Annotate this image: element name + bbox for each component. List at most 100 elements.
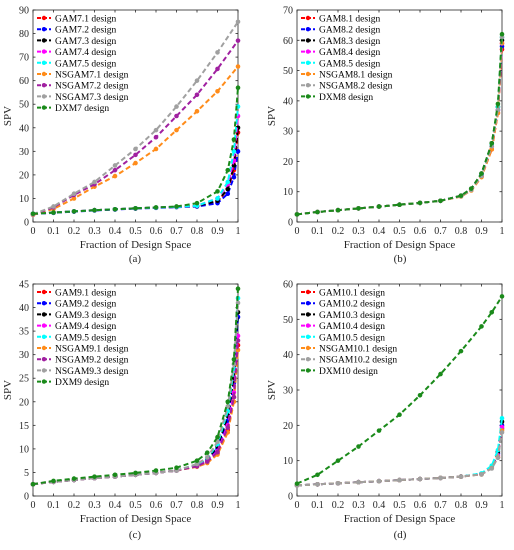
data-point bbox=[397, 202, 402, 208]
data-point bbox=[225, 399, 231, 405]
y-tick-label: 20 bbox=[283, 421, 293, 432]
legend-label: GAM9.2 design bbox=[55, 300, 116, 310]
legend-label: GAM10.1 design bbox=[319, 289, 385, 299]
series-line bbox=[296, 34, 503, 216]
data-point bbox=[489, 309, 495, 315]
legend-label: GAM8.2 design bbox=[319, 26, 380, 36]
legend-label: NSGAM8.1 design bbox=[319, 71, 393, 81]
legend-label: GAM9.3 design bbox=[55, 311, 116, 321]
legend-marker bbox=[305, 289, 311, 295]
data-point bbox=[133, 160, 138, 166]
data-point bbox=[194, 458, 200, 463]
y-tick-label: 30 bbox=[283, 127, 293, 138]
y-tick-label: 30 bbox=[19, 350, 29, 361]
data-point bbox=[153, 205, 159, 210]
data-point bbox=[231, 394, 237, 400]
data-point bbox=[438, 371, 443, 377]
y-tick-label: 60 bbox=[283, 36, 293, 47]
x-tick-label: 0.2 bbox=[332, 226, 345, 237]
x-tick-label: 0.9 bbox=[475, 226, 488, 237]
legend-label: GAM10.4 design bbox=[319, 322, 385, 332]
data-point bbox=[204, 459, 210, 464]
legend-label: NSGAM9.2 design bbox=[55, 356, 129, 366]
legend-marker bbox=[41, 289, 47, 295]
data-point bbox=[215, 189, 220, 194]
y-tick-label: 0 bbox=[24, 218, 29, 229]
x-tick-label: 1 bbox=[236, 226, 241, 237]
legend-marker bbox=[305, 83, 311, 88]
legend-marker bbox=[41, 38, 47, 43]
panel-3: 0 0.1 0.2 0.3 0.4 0.5 0.6 0.7 0.8 0.9 105101520253… bbox=[2, 280, 241, 542]
series-line bbox=[296, 421, 503, 487]
data-point bbox=[499, 430, 505, 435]
data-point bbox=[499, 294, 505, 299]
data-point bbox=[458, 474, 464, 479]
y-tick-label: 0 bbox=[288, 218, 293, 229]
x-tick-label: 0.5 bbox=[129, 500, 142, 511]
y-tick-label: 15 bbox=[19, 421, 29, 432]
data-point bbox=[356, 206, 361, 211]
data-point bbox=[438, 198, 443, 204]
legend-marker bbox=[305, 94, 311, 99]
x-axis-label: Fraction of Design Space bbox=[80, 239, 192, 251]
data-point bbox=[489, 140, 495, 146]
legend-marker bbox=[41, 379, 47, 384]
series-line bbox=[296, 430, 503, 487]
legend-label: GAM9.1 design bbox=[55, 289, 116, 299]
legend-label: DXM7 design bbox=[55, 104, 109, 114]
data-point bbox=[153, 134, 159, 140]
x-tick-label: 0.9 bbox=[475, 500, 488, 511]
y-tick-label: 40 bbox=[283, 96, 293, 107]
data-point bbox=[356, 479, 361, 485]
y-axis-label: SPV bbox=[2, 106, 14, 126]
x-tick-label: 0.2 bbox=[68, 500, 81, 511]
y-tick-label: 10 bbox=[19, 194, 29, 205]
data-point bbox=[194, 108, 200, 114]
data-point bbox=[315, 209, 320, 215]
x-tick-label: 0.8 bbox=[191, 500, 204, 511]
legend-marker bbox=[305, 301, 311, 306]
x-tick-label: 0.9 bbox=[211, 226, 224, 237]
data-point bbox=[215, 449, 220, 455]
x-tick-label: 0.7 bbox=[434, 500, 447, 511]
data-point bbox=[225, 425, 231, 430]
legend-marker bbox=[305, 71, 311, 77]
y-axis-label: SPV bbox=[266, 106, 278, 126]
y-tick-label: 60 bbox=[19, 76, 29, 87]
x-tick-label: 0.6 bbox=[150, 226, 163, 237]
legend-marker bbox=[41, 15, 47, 21]
data-point bbox=[194, 78, 200, 83]
data-point bbox=[235, 85, 241, 91]
data-point bbox=[174, 204, 179, 209]
data-point bbox=[235, 19, 241, 25]
data-point bbox=[376, 204, 382, 209]
legend-marker bbox=[305, 323, 311, 328]
y-tick-label: 0 bbox=[24, 492, 29, 503]
data-point bbox=[215, 434, 220, 440]
x-tick-label: 0.1 bbox=[47, 226, 60, 237]
legend-label: DXM8 design bbox=[319, 93, 373, 103]
y-tick-label: 40 bbox=[19, 123, 29, 134]
panel-caption: (b) bbox=[394, 253, 407, 265]
legend-label: NSGAM7.1 design bbox=[55, 71, 129, 81]
y-tick-label: 40 bbox=[19, 303, 29, 314]
legend-label: DXM10 design bbox=[319, 367, 378, 377]
legend-marker bbox=[305, 334, 311, 339]
data-point bbox=[235, 286, 241, 292]
data-point bbox=[495, 455, 501, 461]
series-line bbox=[32, 288, 239, 486]
x-tick-label: 1 bbox=[500, 226, 505, 237]
legend-marker bbox=[41, 83, 47, 88]
data-point bbox=[133, 206, 138, 211]
data-point bbox=[458, 348, 464, 354]
x-tick-label: 0.5 bbox=[129, 226, 142, 237]
data-point bbox=[112, 472, 118, 478]
data-point bbox=[417, 393, 423, 398]
data-point bbox=[376, 478, 382, 484]
data-point bbox=[153, 468, 159, 473]
data-point bbox=[112, 167, 118, 173]
series-line bbox=[296, 426, 503, 487]
series-line bbox=[296, 432, 503, 487]
legend-label: GAM10.5 design bbox=[319, 333, 385, 343]
y-tick-label: 30 bbox=[283, 386, 293, 397]
